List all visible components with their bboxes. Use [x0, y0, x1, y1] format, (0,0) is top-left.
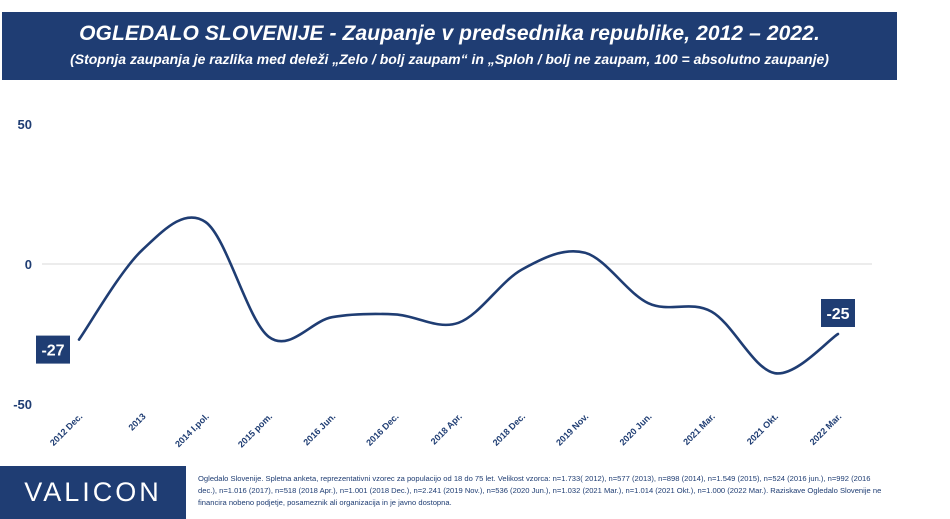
x-tick-label: 2016 Jun.	[301, 411, 337, 447]
x-tick-label: 2018 Apr.	[429, 411, 464, 446]
x-tick-label: 2016 Dec.	[364, 411, 400, 447]
x-tick-label: 2018 Dec.	[491, 411, 527, 447]
x-tick-label: 2012 Dec.	[48, 411, 84, 447]
series-line	[77, 216, 840, 375]
y-tick-label: 0	[25, 257, 32, 272]
valicon-logo: VALICON	[0, 466, 186, 519]
chart-header: OGLEDALO SLOVENIJE - Zaupanje v predsedn…	[2, 12, 897, 80]
data-label-box	[821, 299, 855, 327]
y-tick-label: 50	[18, 117, 32, 132]
data-label-box	[36, 335, 70, 364]
y-axis: 50 0 -50	[13, 117, 32, 412]
footnote: Ogledalo Slovenije. Spletna anketa, repr…	[198, 474, 882, 507]
chart-title: OGLEDALO SLOVENIJE - Zaupanje v predsedn…	[79, 22, 820, 45]
x-axis: 2012 Dec. 2013 2014 I.pol. 2015 pom. 2016 Ju…	[48, 411, 843, 449]
x-tick-label: 2013	[126, 411, 147, 432]
data-labels: -27 -25	[36, 299, 855, 364]
y-tick-label: -50	[13, 397, 32, 412]
chart-subtitle: (Stopnja zaupanja je razlika med deleži …	[70, 51, 829, 67]
data-label: -25	[826, 306, 849, 323]
x-tick-label: 2014 I.pol.	[173, 411, 211, 449]
x-tick-label: 2022 Mar.	[808, 411, 844, 447]
data-label: -27	[41, 343, 64, 360]
x-tick-label: 2015 pom.	[236, 411, 274, 449]
x-tick-label: 2021 Okt.	[745, 411, 780, 446]
x-tick-label: 2020 Jun.	[618, 411, 654, 447]
x-tick-label: 2019 Nov.	[554, 411, 590, 447]
x-tick-label: 2021 Mar.	[681, 411, 717, 447]
